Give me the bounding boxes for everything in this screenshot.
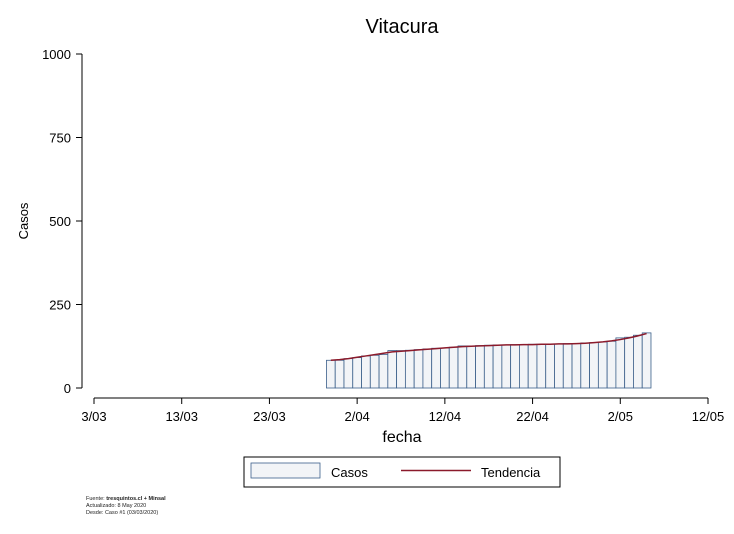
bar-casos (597, 341, 608, 389)
bar-casos (492, 344, 503, 389)
bar-casos (501, 344, 512, 389)
bar-casos (404, 349, 415, 389)
bar-casos (589, 342, 599, 389)
axes: 0 250 500 750 1000 3/03 13/03 23/03 2/04 12/04 22/… (42, 47, 724, 424)
bar-casos (580, 342, 590, 389)
bar-casos (396, 350, 406, 389)
bar-casos (554, 343, 564, 389)
bar-casos (562, 343, 573, 389)
bar-casos (378, 354, 389, 389)
bar-casos (352, 357, 362, 389)
legend-label-casos: Casos (331, 465, 368, 480)
plot-area (326, 332, 652, 389)
x-tick-label: 2/04 (344, 409, 369, 424)
bar-casos (624, 336, 634, 389)
y-axis-label: Casos (16, 202, 31, 239)
bar-casos (641, 332, 652, 389)
y-tick-label: 250 (49, 298, 71, 313)
bar-casos (457, 345, 468, 389)
bar-casos (343, 358, 354, 389)
bar-casos (545, 343, 555, 389)
y-tick-label: 500 (49, 214, 71, 229)
bar-casos (519, 344, 529, 389)
footnote-updated: Actualizado: 8 May 2020 (86, 503, 147, 509)
bar-casos (536, 343, 547, 389)
bar-casos (483, 344, 494, 389)
legend: Casos Tendencia (243, 456, 561, 488)
line-tendencia (330, 332, 647, 362)
x-tick-label: 12/04 (429, 409, 462, 424)
bar-casos (527, 343, 538, 389)
bar-casos (466, 345, 476, 389)
x-tick-label: 23/03 (253, 409, 286, 424)
legend-label-tendencia: Tendencia (481, 465, 541, 480)
bar-casos (448, 346, 459, 389)
x-tick-label: 3/03 (81, 409, 106, 424)
bar-casos (361, 355, 371, 389)
bar-casos (413, 349, 424, 389)
bar-casos (326, 359, 336, 389)
x-axis-label: fecha (382, 429, 421, 446)
x-tick-label: 12/05 (692, 409, 725, 424)
footnote: Fuente: tresquintos.cl + Minsal Actualiz… (86, 496, 166, 517)
bar-casos (369, 354, 380, 389)
bar-casos (440, 347, 450, 389)
x-tick-label: 22/04 (516, 409, 549, 424)
chart-title: Vitacura (365, 16, 439, 38)
bar-casos (387, 350, 398, 389)
bar-casos (334, 359, 345, 389)
legend-swatch-casos (250, 462, 321, 479)
footnote-since: Desde: Caso #1 (03/03/2020) (86, 510, 159, 516)
x-tick-label: 13/03 (165, 409, 198, 424)
bar-casos (422, 348, 433, 389)
bar-casos (633, 334, 643, 389)
bar-casos (571, 343, 582, 389)
bar-casos (475, 345, 485, 389)
y-tick-label: 0 (64, 381, 71, 396)
x-tick-label: 2/05 (608, 409, 633, 424)
bar-casos (510, 344, 520, 389)
y-tick-label: 750 (49, 131, 71, 146)
bar-casos (606, 340, 617, 389)
bar-casos (431, 347, 441, 389)
footnote-source: Fuente: tresquintos.cl + Minsal (86, 496, 166, 502)
bar-casos (615, 337, 626, 389)
y-tick-label: 1000 (42, 47, 71, 62)
